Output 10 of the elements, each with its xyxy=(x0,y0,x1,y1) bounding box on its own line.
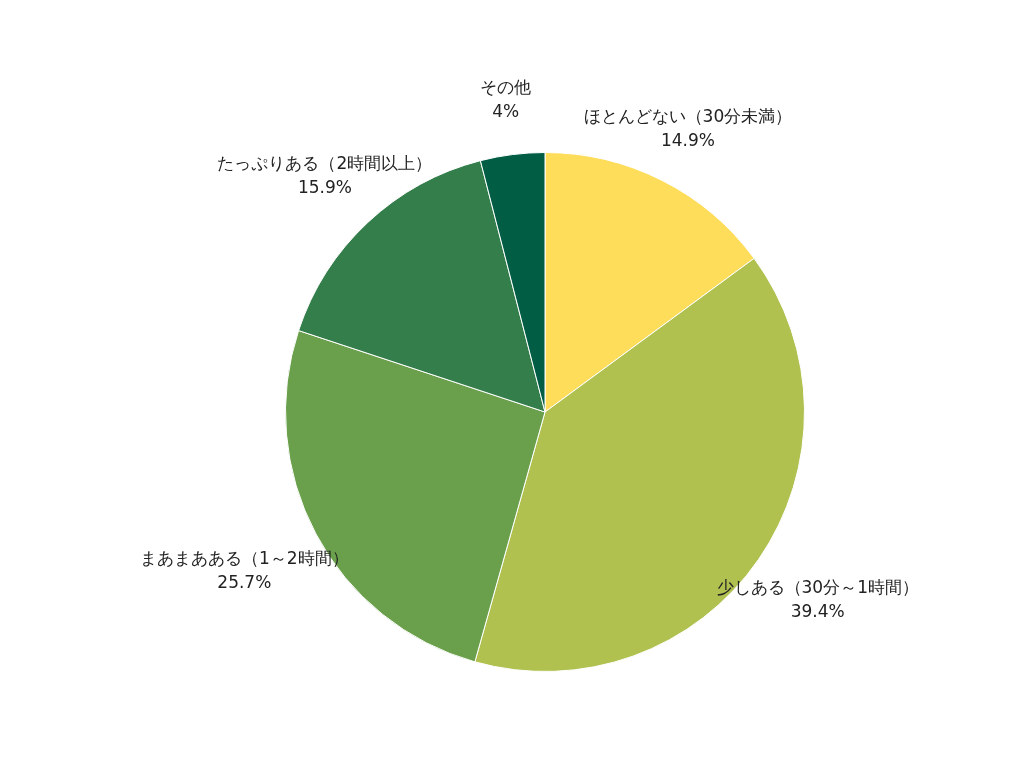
data-label: 39.4% xyxy=(790,601,845,622)
data-label: 4% xyxy=(492,101,520,122)
slice-label: その他 xyxy=(480,77,532,98)
data-label: 25.7% xyxy=(217,572,272,593)
slice-label: 少しある（30分～1時間） xyxy=(716,577,919,598)
slice-label: ほとんどない（30分未満） xyxy=(583,106,793,127)
slice-label: まあまあある（1～2時間） xyxy=(140,548,349,569)
data-label: 15.9% xyxy=(297,176,352,197)
data-label: 14.9% xyxy=(660,130,715,151)
slice-label: たっぷりある（2時間以上） xyxy=(217,152,433,173)
